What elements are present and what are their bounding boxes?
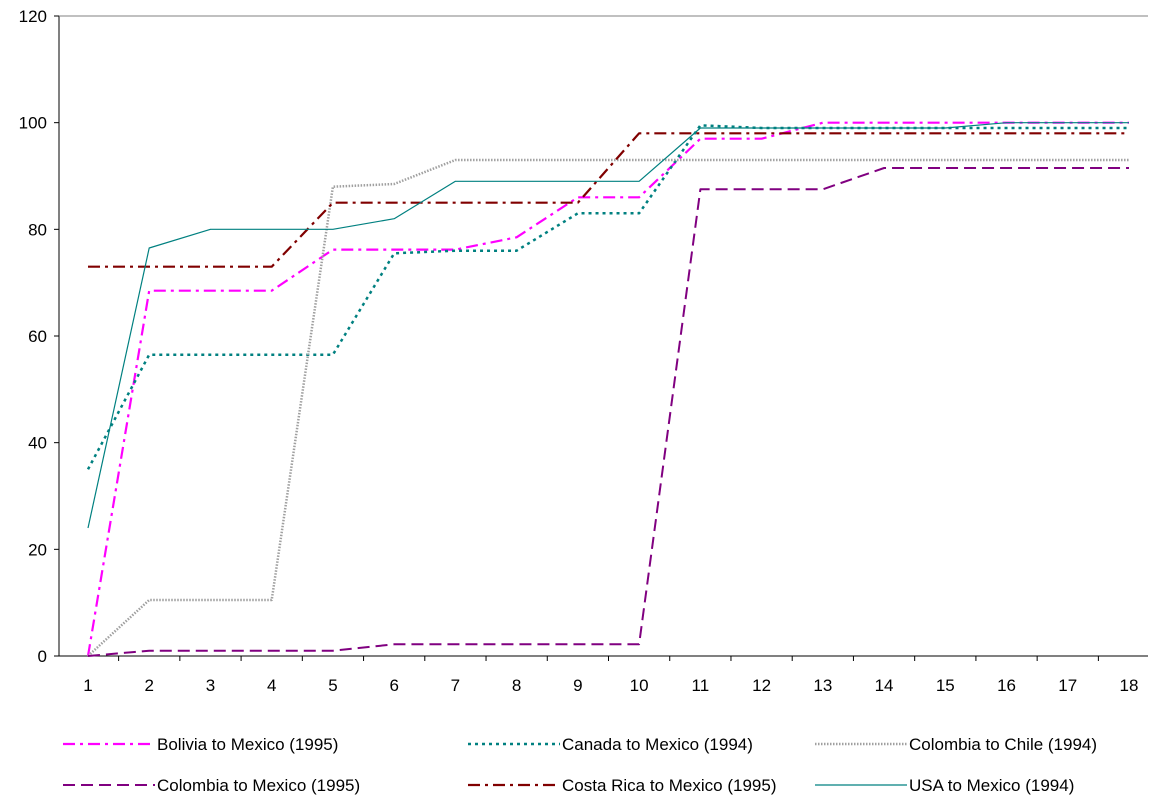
x-tick-label: 3 <box>206 676 215 695</box>
series-line-2 <box>86 124 1129 470</box>
y-tick-label: 40 <box>28 434 47 453</box>
y-tick-label: 80 <box>28 220 47 239</box>
x-tick-label: 2 <box>145 676 154 695</box>
series-line-5 <box>88 132 1129 268</box>
series-line-1 <box>86 121 1129 657</box>
x-tick-label: 4 <box>267 676 276 695</box>
x-tick-label: 5 <box>328 676 337 695</box>
series-line-4 <box>87 167 1129 657</box>
x-tick-label: 14 <box>875 676 894 695</box>
x-tick-label: 8 <box>512 676 521 695</box>
y-tick-label: 100 <box>19 114 47 133</box>
x-tick-label: 6 <box>389 676 398 695</box>
legend-label-4: Colombia to Mexico (1995) <box>157 776 360 795</box>
x-tick-label: 18 <box>1120 676 1139 695</box>
x-tick-label: 7 <box>451 676 460 695</box>
legend-label-1: Bolivia to Mexico (1995) <box>157 735 338 754</box>
x-tick-label: 9 <box>573 676 582 695</box>
legend-label-2: Canada to Mexico (1994) <box>562 735 753 754</box>
x-tick-label: 16 <box>997 676 1016 695</box>
series-line-3 <box>87 158 1129 657</box>
x-tick-label: 15 <box>936 676 955 695</box>
x-tick-label: 12 <box>752 676 771 695</box>
y-tick-label: 120 <box>19 7 47 26</box>
legend-label-5: Costa Rica to Mexico (1995) <box>562 776 776 795</box>
x-tick-label: 11 <box>692 676 710 695</box>
legend-label-6: USA to Mexico (1994) <box>909 776 1074 795</box>
x-tick-label: 1 <box>83 676 92 695</box>
series-line-6 <box>87 122 1129 529</box>
y-tick-label: 60 <box>28 327 47 346</box>
x-tick-label: 17 <box>1058 676 1077 695</box>
y-tick-label: 0 <box>38 647 47 666</box>
y-tick-label: 20 <box>28 540 47 559</box>
legend-label-3: Colombia to Chile (1994) <box>909 735 1097 754</box>
x-tick-label: 13 <box>813 676 832 695</box>
x-tick-label: 10 <box>630 676 649 695</box>
